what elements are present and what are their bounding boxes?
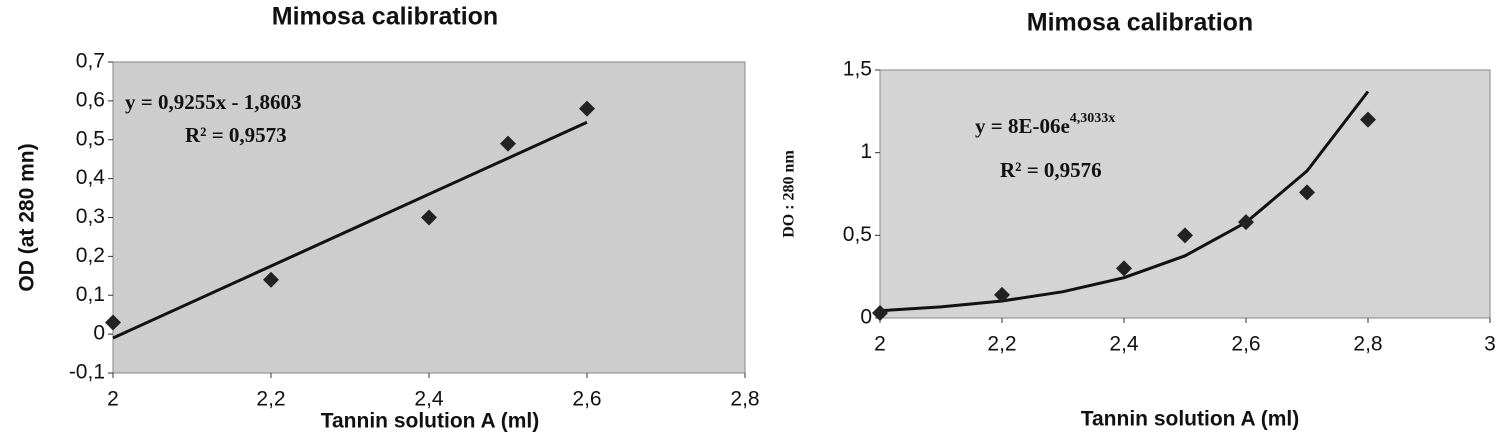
y-axis-label: OD (at 280 mn) bbox=[16, 143, 39, 291]
data-point bbox=[1299, 184, 1315, 201]
equation-base: y = 0,9255x - 1,8603 bbox=[125, 90, 301, 114]
y-tick-label: 0,4 bbox=[76, 166, 106, 189]
x-tick-label: 2 bbox=[874, 333, 886, 356]
y-tick-label: 0,5 bbox=[76, 127, 105, 150]
x-axis-label: Tannin solution A (ml) bbox=[1081, 408, 1300, 431]
equation: y = 8E-06e4,3033x bbox=[975, 111, 1115, 138]
plot-area bbox=[879, 69, 1491, 319]
y-tick-label: 0 bbox=[93, 322, 105, 345]
r-squared: R² = 0,9573 bbox=[185, 123, 287, 147]
data-point bbox=[1177, 227, 1193, 244]
y-tick-label: 1 bbox=[860, 140, 872, 163]
equation: y = 0,9255x - 1,8603 bbox=[125, 90, 301, 114]
x-tick-label: 2,6 bbox=[572, 388, 601, 411]
data-point bbox=[994, 286, 1010, 303]
y-tick-label: 0,5 bbox=[843, 223, 872, 246]
y-axis-label: DO : 280 nm bbox=[781, 150, 798, 238]
y-tick-label: 1,5 bbox=[843, 58, 872, 81]
x-tick-label: 3 bbox=[1484, 333, 1496, 356]
y-tick-label: 0 bbox=[860, 306, 872, 329]
data-point bbox=[872, 305, 888, 322]
x-tick-label: 2,2 bbox=[256, 388, 285, 411]
y-tick-label: 0,3 bbox=[76, 205, 105, 228]
x-axis-label: Tannin solution A (ml) bbox=[321, 410, 540, 433]
x-tick-label: 2,6 bbox=[1231, 333, 1260, 356]
y-tick-label: 0,2 bbox=[76, 244, 105, 267]
data-point bbox=[1238, 214, 1254, 231]
x-tick-label: 2,4 bbox=[1109, 333, 1139, 356]
data-point bbox=[579, 100, 595, 117]
chart-title: Mimosa calibration bbox=[272, 3, 498, 31]
data-point bbox=[500, 135, 516, 152]
data-point bbox=[263, 271, 279, 288]
data-point bbox=[1116, 260, 1132, 277]
equation-base: y = 8E-06e bbox=[975, 114, 1070, 138]
chart-title: Mimosa calibration bbox=[1027, 9, 1253, 37]
x-tick-label: 2,8 bbox=[1353, 333, 1382, 356]
data-point bbox=[1360, 111, 1376, 128]
trendline bbox=[112, 120, 588, 340]
y-tick-label: 0,6 bbox=[76, 88, 105, 111]
x-tick-label: 2,8 bbox=[730, 388, 759, 411]
y-tick-label: 0,1 bbox=[76, 283, 105, 306]
y-tick-label: 0,7 bbox=[76, 50, 105, 73]
data-point bbox=[421, 209, 437, 226]
trendline bbox=[879, 90, 1370, 313]
x-tick-label: 2,2 bbox=[987, 333, 1016, 356]
equation-exponent: 4,3033x bbox=[1070, 111, 1116, 126]
x-tick-label: 2,4 bbox=[414, 388, 444, 411]
data-point bbox=[105, 314, 121, 331]
r-squared: R² = 0,9576 bbox=[1000, 158, 1102, 182]
x-tick-label: 2 bbox=[107, 388, 119, 411]
y-tick-label: -0,1 bbox=[69, 361, 105, 384]
